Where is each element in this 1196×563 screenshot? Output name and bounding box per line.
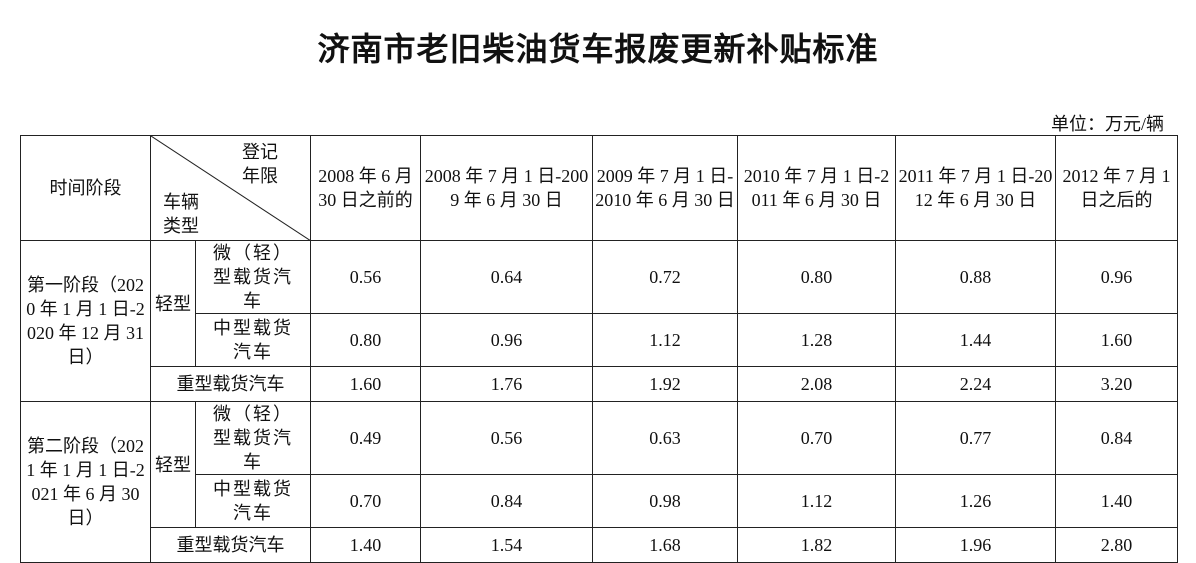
value-cell: 1.12 <box>592 313 738 367</box>
value-cell: 0.56 <box>310 240 421 314</box>
value-cell: 1.44 <box>895 313 1056 367</box>
data-row: 重型载货汽车 1.60 1.76 1.92 2.08 2.24 3.20 <box>21 366 1178 402</box>
data-row: 重型载货汽车 1.40 1.54 1.68 1.82 1.96 2.80 <box>21 527 1178 563</box>
header-cell: 2009 年 7 月 1 日-2010 年 6 月 30 日 <box>592 135 738 241</box>
value-cell: 1.26 <box>895 474 1056 528</box>
vehicle-type: 微（轻）型载货汽车 <box>195 240 311 314</box>
value-cell: 1.68 <box>592 527 738 563</box>
vehicle-type: 重型载货汽车 <box>150 366 311 402</box>
stage-label: 第一阶段（2020 年 1 月 1 日-2020 年 12 月 31 日） <box>20 240 151 402</box>
value-cell: 1.40 <box>310 527 421 563</box>
vehicle-type: 重型载货汽车 <box>150 527 311 563</box>
header-cell: 2011 年 7 月 1 日-2012 年 6 月 30 日 <box>895 135 1056 241</box>
value-cell: 0.84 <box>1055 401 1178 475</box>
header-cell: 2008 年 6 月 30 日之前的 <box>310 135 421 241</box>
value-cell: 0.70 <box>310 474 421 528</box>
value-cell: 2.08 <box>737 366 896 402</box>
data-row: 第二阶段（2021 年 1 月 1 日-2021 年 6 月 30 日） 轻型 微（… <box>20 401 1178 563</box>
diagonal <box>151 136 311 241</box>
value-cell: 1.92 <box>592 366 738 402</box>
header-cell: 2010 年 7 月 1 日-2011 年 6 月 30 日 <box>737 135 896 241</box>
value-cell: 0.80 <box>310 313 421 367</box>
value-cell: 1.28 <box>737 313 896 367</box>
value-cell: 1.96 <box>895 527 1056 563</box>
value-cell: 0.84 <box>420 474 593 528</box>
header-cell: 2008 年 7 月 1 日-2009 年 6 月 30 日 <box>420 135 593 241</box>
value-cell: 3.20 <box>1055 366 1178 402</box>
value-cell: 2.24 <box>895 366 1056 402</box>
data-row: 中型载货汽车 0.80 0.96 1.12 1.28 1.44 1.60 <box>21 313 1178 367</box>
data-row: 中型载货汽车 0.70 0.84 0.98 1.12 1.26 1.40 <box>21 474 1178 528</box>
value-cell: 2.80 <box>1055 527 1178 563</box>
value-cell: 0.77 <box>895 401 1056 475</box>
value-cell: 0.88 <box>895 240 1056 314</box>
value-cell: 0.70 <box>737 401 896 475</box>
value-cell: 0.96 <box>1055 240 1178 314</box>
value-cell: 1.60 <box>310 366 421 402</box>
value-cell: 1.82 <box>737 527 896 563</box>
vehicle-type: 中型载货汽车 <box>195 313 311 367</box>
value-cell: 0.96 <box>420 313 593 367</box>
diagonal-header: 登记年限 车辆类型 <box>150 135 311 241</box>
value-cell: 0.63 <box>592 401 738 475</box>
header-row: 时间阶段 登记年限 车辆类型 2008 年 6 月 30 日之前的 2008 年 … <box>20 135 1178 241</box>
value-cell: 0.80 <box>737 240 896 314</box>
header-cell: 时间阶段 <box>20 135 151 241</box>
value-cell: 1.76 <box>420 366 593 402</box>
stage-label: 第二阶段（2021 年 1 月 1 日-2021 年 6 月 30 日） <box>20 401 151 563</box>
vehicle-type: 中型载货汽车 <box>195 474 311 528</box>
value-cell: 0.98 <box>592 474 738 528</box>
value-cell: 0.64 <box>420 240 593 314</box>
header-cell: 2012 年 7 月 1 日之后的 <box>1055 135 1178 241</box>
value-cell: 1.40 <box>1055 474 1178 528</box>
subsidy-table: 时间阶段 登记年限 车辆类型 2008 年 6 月 30 日之前的 2008 年 … <box>20 135 1178 563</box>
vehicle-type: 微（轻）型载货汽车 <box>195 401 311 475</box>
value-cell: 0.56 <box>420 401 593 475</box>
value-cell: 0.49 <box>310 401 421 475</box>
title: 济南市老旧柴油货车报废更新补贴标准 <box>317 31 879 67</box>
header-text: 车辆类型 <box>163 192 199 236</box>
light-label: 轻型 <box>150 240 196 367</box>
value-cell: 1.60 <box>1055 313 1178 367</box>
unit: 单位：万元/辆 <box>1050 114 1164 134</box>
value-cell: 1.12 <box>737 474 896 528</box>
header-text: 登记年限 <box>242 142 278 186</box>
light-label: 轻型 <box>150 401 196 528</box>
value-cell: 1.54 <box>420 527 593 563</box>
page: 济南市老旧柴油货车报废更新补贴标准 单位：万元/辆 时间阶段 登记年限 车辆类型… <box>20 31 1178 563</box>
value-cell: 0.72 <box>592 240 738 314</box>
data-row: 第一阶段（2020 年 1 月 1 日-2020 年 12 月 31 日） 轻型微… <box>20 240 1178 402</box>
